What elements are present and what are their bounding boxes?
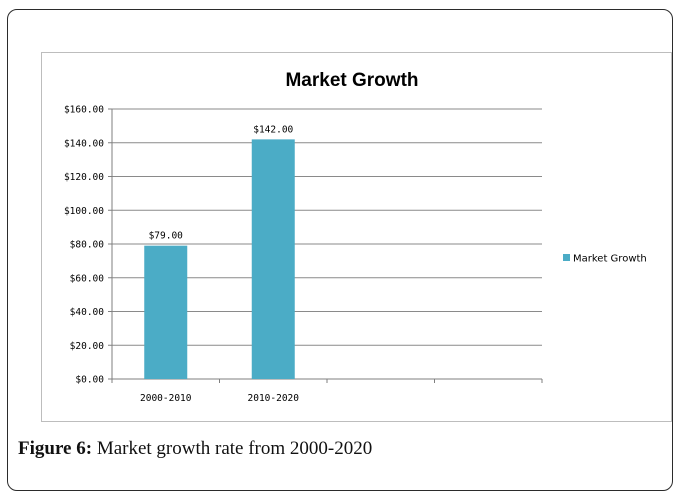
y-tick-label: $100.00 [64, 206, 104, 217]
data-label: $79.00 [149, 231, 184, 242]
caption-text: Market growth rate from 2000-2020 [92, 438, 373, 459]
x-axis-ticks: 2000-2010 2010-2020 [111, 379, 543, 404]
y-tick-label: $20.00 [70, 341, 105, 352]
y-tick-label: $140.00 [64, 138, 104, 149]
chart-area: Market Growth $0.00 $20.00 $40.00 $60.00 $80… [41, 52, 672, 422]
figure-caption: Figure 6: Market growth rate from 2000-2… [18, 438, 372, 460]
y-tick-label: $120.00 [64, 172, 104, 183]
data-labels: $79.00 $142.00 [149, 124, 294, 241]
y-tick-label: $60.00 [70, 273, 105, 284]
legend-label: Market Growth [573, 254, 647, 265]
y-tick-label: $160.00 [64, 105, 104, 116]
legend-swatch [563, 254, 570, 261]
y-tick-label: $80.00 [70, 240, 105, 251]
x-tick-label: 2000-2010 [140, 393, 192, 404]
bar [144, 245, 188, 379]
data-label: $142.00 [253, 124, 293, 135]
y-tick-label: $0.00 [75, 375, 104, 386]
caption-label: Figure 6: [18, 438, 93, 459]
y-axis-ticks: $0.00 $20.00 $40.00 $60.00 $80.00 $100.00 $120… [64, 105, 104, 386]
chart-title: Market Growth [285, 70, 418, 91]
figure-frame: Market Growth $0.00 $20.00 $40.00 $60.00 $80… [7, 9, 673, 491]
legend: Market Growth [563, 254, 647, 265]
bar-chart: Market Growth $0.00 $20.00 $40.00 $60.00 $80… [64, 70, 647, 404]
y-tick-label: $40.00 [70, 307, 105, 318]
bar [251, 139, 295, 379]
x-tick-label: 2010-2020 [248, 393, 300, 404]
bars [144, 139, 295, 379]
